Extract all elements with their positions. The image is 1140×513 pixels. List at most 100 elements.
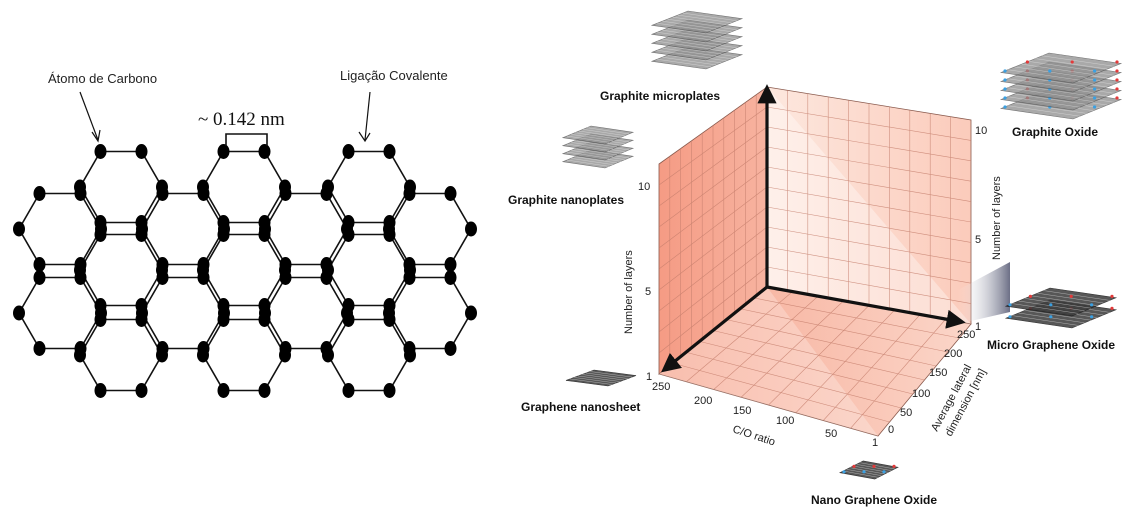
grid-line-back-h: [766, 226, 972, 264]
oxide-group: [1049, 303, 1053, 307]
carbon-atom: [156, 185, 169, 201]
sheet-mesh: [589, 371, 633, 378]
carbon-atom: [217, 143, 230, 159]
carbon-atom: [156, 341, 169, 357]
carbon-atom: [258, 383, 271, 399]
floor-highlight: [659, 287, 878, 436]
sheet-mesh: [667, 36, 722, 46]
sheet-mesh: [662, 38, 717, 48]
y-axis-label: Number of layers: [623, 250, 635, 334]
bond-length-label: ~ 0.142 nm: [198, 109, 285, 130]
carbon-atom: [342, 383, 355, 399]
oxide-group: [1115, 87, 1119, 91]
oxide-group: [1090, 303, 1094, 307]
sheet-mesh: [672, 16, 727, 26]
label-graphene-nanosheet: Graphene nanosheet: [521, 400, 640, 414]
carbon-atom: [258, 143, 271, 159]
sheet-mesh: [566, 159, 610, 167]
carbon-atom: [383, 305, 395, 321]
oxide-group: [1069, 294, 1073, 298]
grid-line-floor-a: [795, 309, 895, 413]
grid-line-floor-a: [823, 314, 921, 421]
carbon-atom: [33, 257, 46, 273]
carbon-atom: [156, 269, 169, 285]
oxide-group: [1115, 69, 1119, 73]
sheet-mesh: [853, 465, 889, 473]
carbon-atom: [136, 305, 148, 321]
sheet-mesh: [662, 29, 717, 39]
sheet-mesh: [662, 47, 717, 57]
oxide-group: [1115, 60, 1119, 64]
sheet-mesh: [677, 14, 732, 24]
bond-length-bracket: [225, 133, 268, 146]
sheet-mesh: [570, 158, 614, 165]
sheet-mesh: [1007, 87, 1080, 99]
x-tick-1: 1: [872, 437, 878, 449]
label-graphite-oxide: Graphite Oxide: [1012, 125, 1098, 139]
sheet-layer: [650, 10, 744, 34]
sheet-mesh: [1037, 292, 1104, 304]
sheet-mesh: [1007, 78, 1080, 90]
grid-line-back-h: [766, 266, 972, 304]
carbon-atom: [383, 221, 395, 237]
sheet-mesh: [1042, 55, 1115, 67]
sheet-mesh: [581, 374, 625, 381]
carbon-atom: [218, 305, 230, 321]
carbon-atom: [13, 305, 25, 321]
sheet-mesh: [1007, 105, 1080, 117]
carbon-atom: [341, 305, 353, 321]
carbon-atom: [341, 221, 353, 237]
sheet-mesh: [859, 462, 895, 470]
oxide-group: [1049, 315, 1053, 319]
right-tick-10: 10: [975, 125, 987, 137]
sheet-mesh: [574, 140, 618, 148]
sheet-mesh: [1028, 61, 1101, 73]
sheet-mesh: [843, 470, 879, 478]
sheet-layer: [561, 125, 635, 145]
carbon-atom: [94, 383, 107, 399]
grid-line-floor-b: [712, 330, 925, 381]
sheet-mesh: [662, 20, 717, 30]
label-graphite-microplates: Graphite microplates: [600, 89, 720, 103]
sheet-mesh: [849, 467, 885, 475]
carbon-atom: [320, 257, 333, 273]
carbon-atom: [320, 269, 333, 285]
oxide-group: [1093, 96, 1097, 100]
grid-line-back-h: [766, 246, 972, 284]
sheet-mesh: [667, 54, 722, 64]
x-ticks: 250 200 150 100 50 1: [652, 381, 878, 449]
sheet-mesh: [578, 130, 622, 138]
oxide-group: [1110, 294, 1114, 298]
grid-line-floor-b: [739, 308, 948, 353]
carbon-atom: [403, 257, 416, 273]
carbon-atom: [197, 341, 210, 357]
oxide-group: [1093, 78, 1097, 82]
z-ticks: 0 50 100 150 200 250: [888, 329, 975, 436]
x-tick-250: 250: [652, 381, 670, 393]
z-tick-0: 0: [888, 424, 894, 436]
sheet-mesh: [570, 150, 614, 157]
x-tick-50: 50: [825, 428, 837, 440]
grid-line-left-h: [658, 266, 768, 354]
sheet-mesh: [657, 41, 712, 50]
oxide-group: [1003, 87, 1007, 91]
grid-line-back-h: [766, 186, 972, 223]
grid-line-floor-b: [753, 297, 960, 339]
sheet-layer: [1004, 287, 1118, 317]
carbon-atom: [156, 257, 169, 273]
material-sheets: [561, 10, 1123, 480]
carbon-atom: [136, 221, 148, 237]
label-nano-graphene-oxide: Nano Graphene Oxide: [811, 493, 937, 507]
carbon-atom: [218, 221, 230, 237]
y-ticks: 1 5 10: [638, 181, 652, 383]
grid-line-left-h: [658, 246, 768, 333]
carbon-atom: [135, 143, 148, 159]
carbon-atom: [342, 143, 355, 159]
carbon-atom: [444, 257, 457, 273]
sheet-mesh: [566, 143, 610, 151]
carbon-atom: [279, 269, 292, 285]
sheet-mesh: [573, 377, 617, 384]
sheet-mesh: [667, 45, 722, 55]
graphene-nanosheet-sheet: [565, 369, 637, 387]
